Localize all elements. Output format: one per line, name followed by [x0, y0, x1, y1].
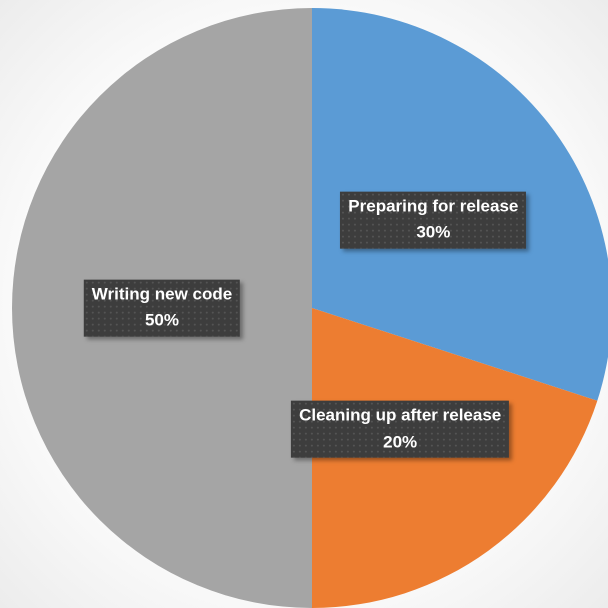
category-label: Cleaning up after release	[299, 406, 502, 425]
value-label: 30%	[416, 222, 451, 242]
value-label: 20%	[383, 432, 418, 452]
data-label: Preparing for release 30%	[340, 191, 527, 249]
category-label: Preparing for release	[348, 196, 519, 216]
data-label: Cleaning up after release 20%	[291, 401, 510, 458]
value-label: 50%	[144, 311, 180, 330]
data-label: Writing new code 50%	[83, 279, 241, 337]
category-label: Writing new code	[91, 284, 233, 304]
pie-slice	[312, 308, 598, 608]
